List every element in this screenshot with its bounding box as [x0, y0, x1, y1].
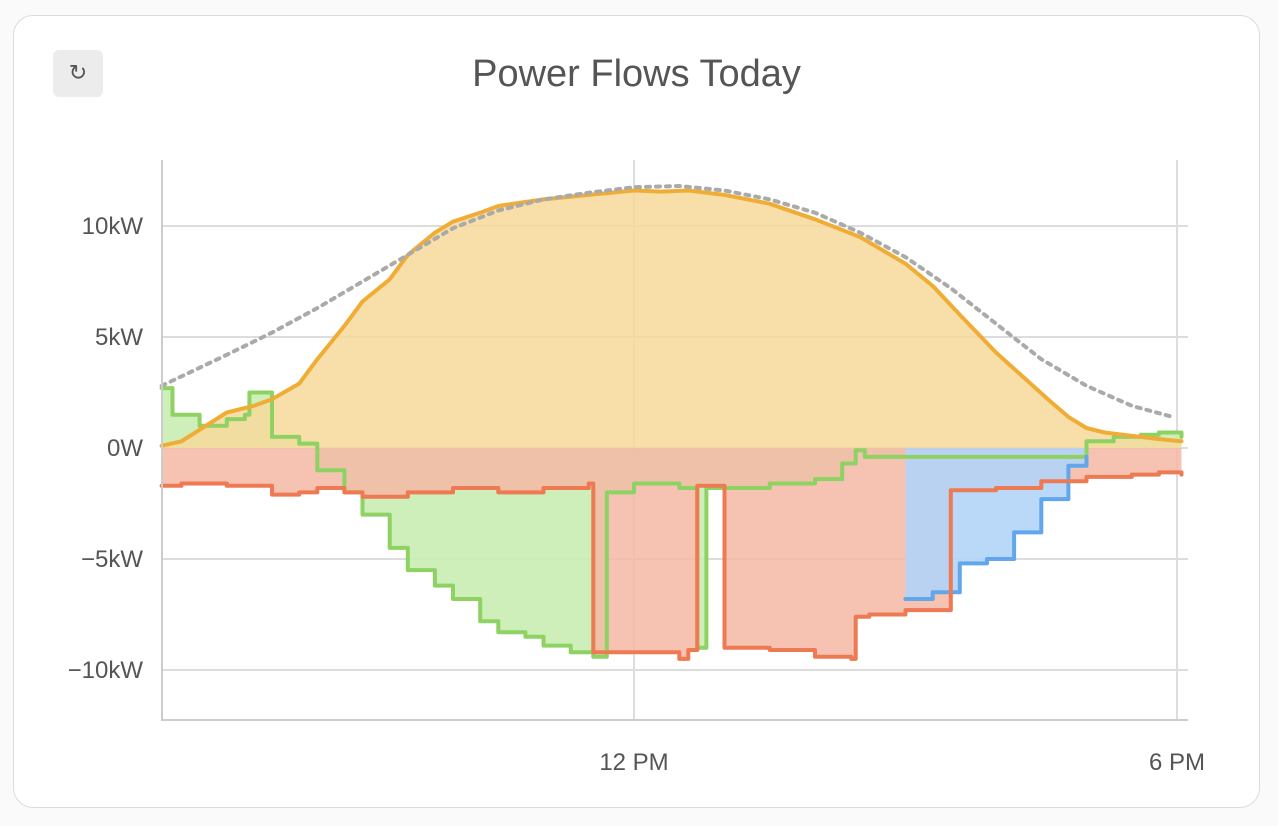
series-areas: [161, 190, 1182, 659]
y-tick-label: −5kW: [81, 546, 143, 573]
import-area: [905, 448, 1087, 599]
x-tick-label: 12 PM: [599, 749, 668, 776]
forecast-line: [159, 184, 1175, 419]
refresh-button[interactable]: ↻: [53, 50, 103, 97]
y-tick-label: 10kW: [82, 213, 144, 240]
solar-area: [161, 190, 1182, 448]
solar-line: [159, 188, 1184, 448]
battery-line: [159, 470, 1184, 661]
x-tick-label: 6 PM: [1149, 749, 1205, 776]
y-tick-label: 5kW: [95, 324, 143, 351]
series-lines: [159, 184, 1184, 661]
chart-title: Power Flows Today: [472, 53, 801, 95]
y-tick-label: −10kW: [68, 657, 144, 684]
y-tick-label: 0W: [107, 435, 143, 462]
grid-line: [159, 386, 1184, 659]
tick-labels: 10kW 5kW 0W −5kW −10kW 12 PM 6 PM: [68, 213, 1205, 776]
refresh-icon: ↻: [68, 61, 88, 86]
axes: [161, 160, 1188, 721]
import-line: [903, 454, 1089, 601]
